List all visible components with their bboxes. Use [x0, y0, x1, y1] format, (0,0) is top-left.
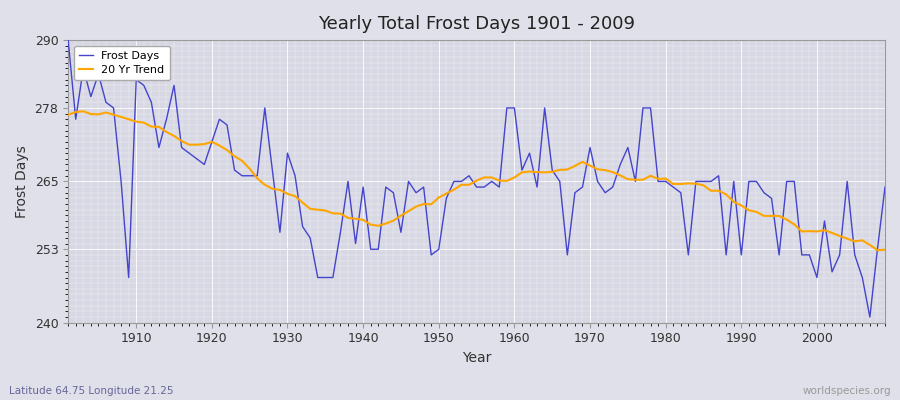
20 Yr Trend — [297, 200, 308, 205]
20 Yr Trend — [872, 248, 883, 252]
Frost Days — [865, 315, 876, 320]
Line: Frost Days: Frost Days — [68, 40, 885, 317]
Title: Yearly Total Frost Days 1901 - 2009: Yearly Total Frost Days 1901 - 2009 — [318, 15, 635, 33]
Text: Latitude 64.75 Longitude 21.25: Latitude 64.75 Longitude 21.25 — [9, 386, 174, 396]
Line: 20 Yr Trend: 20 Yr Trend — [68, 111, 885, 250]
X-axis label: Year: Year — [462, 351, 491, 365]
Text: worldspecies.org: worldspecies.org — [803, 386, 891, 396]
20 Yr Trend — [608, 170, 618, 174]
Frost Days — [879, 185, 890, 190]
20 Yr Trend — [78, 109, 89, 114]
20 Yr Trend — [343, 216, 354, 220]
Y-axis label: Frost Days: Frost Days — [15, 145, 29, 218]
Frost Days — [599, 190, 610, 195]
Frost Days — [509, 106, 520, 110]
20 Yr Trend — [63, 112, 74, 117]
Frost Days — [123, 275, 134, 280]
20 Yr Trend — [879, 247, 890, 252]
Frost Days — [63, 38, 74, 42]
Frost Days — [335, 230, 346, 235]
Frost Days — [290, 173, 301, 178]
Legend: Frost Days, 20 Yr Trend: Frost Days, 20 Yr Trend — [74, 46, 170, 80]
20 Yr Trend — [509, 175, 520, 180]
20 Yr Trend — [517, 170, 527, 175]
20 Yr Trend — [130, 119, 141, 124]
Frost Days — [501, 106, 512, 110]
